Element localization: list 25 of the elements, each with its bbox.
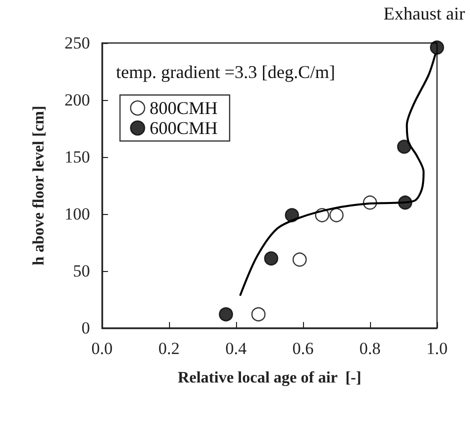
point: [329, 208, 344, 222]
x-axis-title: Relative local age of air [-]: [178, 370, 362, 386]
point: [292, 252, 307, 267]
y-tick-label: 150: [64, 148, 90, 166]
x-tick-label: 0.4: [225, 339, 248, 358]
x-tick-label: 0.2: [158, 339, 180, 358]
y-tick-label: 0: [82, 318, 90, 338]
x-tick-label: 0.8: [359, 339, 381, 358]
point: [264, 251, 278, 266]
x-tick-label: 1.0: [426, 339, 448, 358]
x-tick-label: 0.6: [292, 339, 314, 358]
y-tick-label: 50: [73, 262, 90, 280]
point: [397, 140, 412, 154]
x-tick-label: 0.0: [91, 339, 113, 358]
y-tick-label: 100: [64, 204, 90, 224]
point: [218, 307, 234, 322]
y-axis-title: h above floor level [cm]: [30, 106, 48, 266]
legend-label: 800CMH: [150, 98, 218, 118]
annotation: temp. gradient =3.3 [deg.C/m]: [116, 62, 336, 82]
annotation: Exhaust air: [384, 4, 465, 24]
legend-label: 600CMH: [150, 118, 218, 138]
point: [430, 40, 444, 55]
point: [251, 307, 266, 322]
y-tick-label: 250: [64, 34, 90, 52]
y-tick-label: 200: [64, 90, 90, 110]
